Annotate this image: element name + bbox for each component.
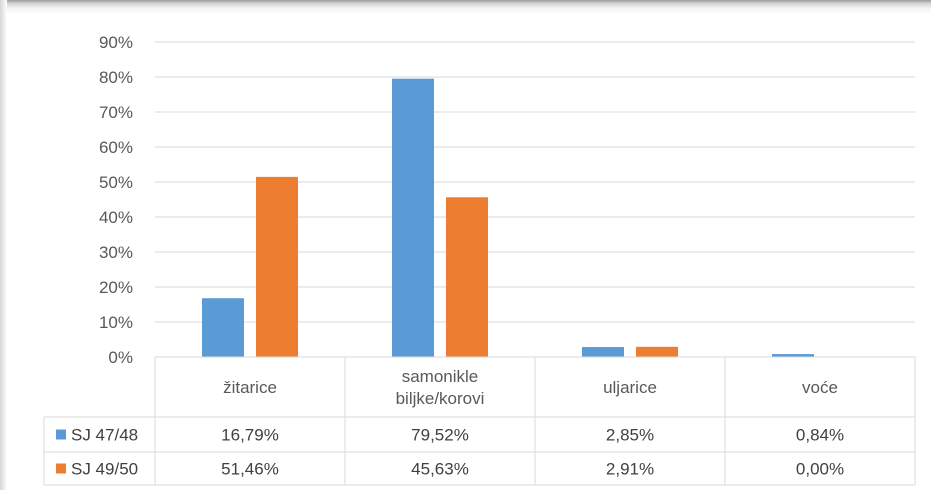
category-label: biljke/korovi xyxy=(396,389,485,408)
data-label: 45,63% xyxy=(411,460,469,479)
category-label: uljarice xyxy=(603,378,657,397)
category-label: voće xyxy=(802,378,838,397)
y-tick-label: 50% xyxy=(99,173,133,192)
data-table: žitarice samonikle biljke/korovi uljarice vo… xyxy=(43,356,916,486)
data-label: 51,46% xyxy=(221,460,279,479)
bar-series1 xyxy=(582,347,624,357)
frame-shadow-left xyxy=(0,0,7,490)
category-label: žitarice xyxy=(223,378,277,397)
legend-key xyxy=(56,429,66,440)
y-tick-label: 10% xyxy=(99,313,133,332)
y-tick-label: 60% xyxy=(99,138,133,157)
y-axis: 0% 10% 20% 30% 40% 50% 60% 70% 80% 90% xyxy=(99,33,133,367)
bar-series2 xyxy=(636,346,678,357)
legend-key xyxy=(56,463,66,474)
data-label: 16,79% xyxy=(221,426,279,445)
bars xyxy=(202,78,814,358)
bar-series1 xyxy=(392,78,434,358)
data-label: 2,85% xyxy=(606,426,654,445)
frame-shadow-top xyxy=(0,0,931,14)
data-label: 0,84% xyxy=(796,426,844,445)
y-tick-label: 40% xyxy=(99,208,133,227)
bar-series2 xyxy=(256,176,298,357)
y-tick-label: 20% xyxy=(99,278,133,297)
y-tick-label: 30% xyxy=(99,243,133,262)
legend-label: SJ 49/50 xyxy=(71,460,138,479)
data-label: 0,00% xyxy=(796,460,844,479)
legend-label: SJ 47/48 xyxy=(71,426,138,445)
y-tick-label: 90% xyxy=(99,33,133,52)
data-label: 2,91% xyxy=(606,460,654,479)
category-label: samonikle xyxy=(402,367,479,386)
bar-series1 xyxy=(772,354,814,357)
bar-series1 xyxy=(202,298,244,357)
y-tick-label: 70% xyxy=(99,103,133,122)
data-label: 79,52% xyxy=(411,426,469,445)
bar-series2 xyxy=(446,197,488,357)
y-tick-label: 0% xyxy=(108,348,133,367)
y-tick-label: 80% xyxy=(99,68,133,87)
